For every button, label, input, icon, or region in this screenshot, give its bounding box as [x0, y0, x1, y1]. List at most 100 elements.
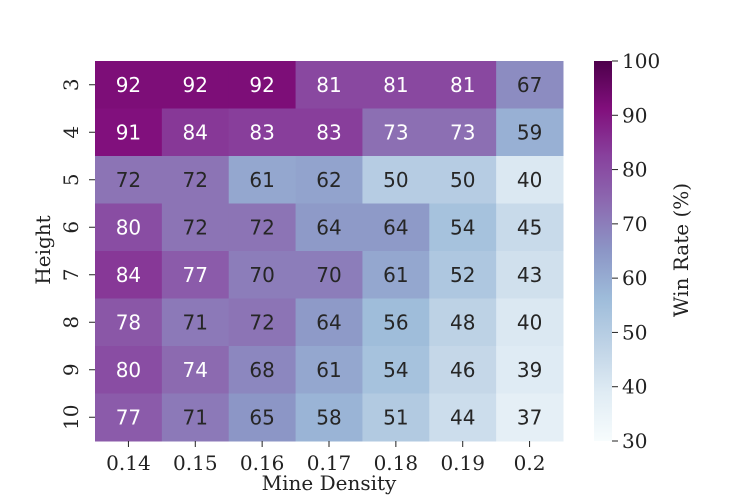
heatmap-cell [228, 108, 297, 157]
colorbar-tick-label: 90 [622, 103, 647, 127]
heatmap-cell [95, 346, 163, 394]
cell-value-label: 61 [249, 168, 274, 192]
heatmap-cell [228, 251, 297, 299]
heatmap-cell [95, 298, 163, 347]
cell-value-label: 61 [383, 263, 408, 287]
heatmap-cell [295, 61, 363, 109]
heatmap-cell [429, 156, 497, 204]
colorbar-tick-label: 80 [622, 158, 647, 182]
heatmap-cell [295, 298, 363, 347]
heatmap-cell [161, 156, 230, 204]
x-tick-label: 0.18 [374, 451, 419, 475]
heatmap-cell [496, 203, 564, 252]
heatmap-cell [228, 346, 297, 394]
heatmap-cell [228, 393, 297, 442]
cell-value-label: 59 [517, 120, 542, 144]
heatmap-cell [295, 251, 363, 299]
cell-value-label: 61 [316, 358, 341, 382]
heatmap-cell [429, 108, 497, 157]
heatmap-cell [95, 61, 163, 109]
cell-value-label: 48 [450, 310, 475, 334]
heatmap-cell [496, 61, 564, 109]
y-tick-label: 10 [59, 405, 83, 430]
heatmap-cell [429, 61, 497, 109]
y-tick-label: 7 [59, 268, 83, 281]
x-tick-label: 0.2 [514, 451, 546, 475]
cell-value-label: 71 [183, 405, 208, 429]
cell-value-label: 80 [116, 215, 141, 239]
cell-value-label: 46 [450, 358, 475, 382]
heatmap-cell [429, 251, 497, 299]
cell-value-label: 65 [249, 405, 274, 429]
cell-value-label: 64 [316, 310, 341, 334]
heatmap-cell [228, 298, 297, 347]
heatmap-cell [362, 251, 430, 299]
cell-value-label: 84 [116, 263, 141, 287]
colorbar-tick-label: 40 [622, 375, 647, 399]
x-axis-label: Mine Density [262, 471, 397, 495]
y-tick-label: 3 [59, 78, 83, 91]
cell-value-label: 70 [316, 263, 341, 287]
heatmap-cell [95, 251, 163, 299]
heatmap-cell [228, 61, 297, 109]
cell-value-label: 37 [517, 405, 542, 429]
cell-value-label: 54 [450, 215, 475, 239]
heatmap-cell [161, 298, 230, 347]
cell-value-label: 91 [116, 120, 141, 144]
cell-value-label: 56 [383, 310, 408, 334]
heatmap-cell [295, 156, 363, 204]
heatmap-cell [496, 346, 564, 394]
cell-value-label: 50 [383, 168, 408, 192]
cell-value-label: 64 [316, 215, 341, 239]
heatmap-cell [295, 393, 363, 442]
y-axis-label: Height [31, 215, 55, 284]
cell-value-label: 81 [316, 73, 341, 97]
cell-value-label: 83 [249, 120, 274, 144]
heatmap-cell [161, 203, 230, 252]
x-tick-label: 0.14 [106, 451, 151, 475]
heatmap-cell [362, 298, 430, 347]
heatmap-cell [496, 108, 564, 157]
heatmap-cell [429, 346, 497, 394]
cell-value-label: 72 [249, 310, 274, 334]
heatmap-cell [429, 203, 497, 252]
heatmap-cell [429, 298, 497, 347]
colorbar: 30 40 50 60 70 80 90 100 Win Rate (%) [594, 49, 693, 453]
cell-value-label: 54 [383, 358, 408, 382]
cell-value-label: 51 [383, 405, 408, 429]
cell-value-label: 81 [383, 73, 408, 97]
heatmap-cell [362, 61, 430, 109]
cell-value-label: 73 [383, 120, 408, 144]
colorbar-ticks: 30 40 50 60 70 80 90 100 [612, 49, 660, 453]
heatmap-cell [228, 156, 297, 204]
cell-value-label: 52 [450, 263, 475, 287]
cell-value-label: 67 [517, 73, 542, 97]
heatmap-cell [362, 156, 430, 204]
cell-value-label: 74 [183, 358, 208, 382]
heatmap-cell [496, 251, 564, 299]
heatmap-cell [161, 251, 230, 299]
y-tick-label: 8 [59, 316, 83, 329]
y-tick-label: 4 [59, 126, 83, 139]
heatmap-cell [496, 298, 564, 347]
x-tick-label: 0.16 [240, 451, 285, 475]
heatmap-cell [161, 108, 230, 157]
colorbar-gradient [594, 61, 612, 441]
cell-value-label: 72 [116, 168, 141, 192]
colorbar-tick-label: 100 [622, 49, 660, 73]
cell-value-label: 43 [517, 263, 542, 287]
cell-value-label: 40 [517, 168, 542, 192]
y-tick-label: 9 [59, 363, 83, 376]
cell-value-label: 77 [183, 263, 208, 287]
x-axis: 0.14 0.15 0.16 0.17 0.18 0.19 0.2 [106, 441, 545, 475]
cell-value-label: 92 [183, 73, 208, 97]
heatmap-cell [496, 156, 564, 204]
cell-value-label: 62 [316, 168, 341, 192]
cell-value-label: 84 [183, 120, 208, 144]
cell-value-label: 39 [517, 358, 542, 382]
cell-value-label: 83 [316, 120, 341, 144]
y-tick-label: 6 [59, 221, 83, 234]
heatmap-cell [362, 346, 430, 394]
colorbar-tick-label: 50 [622, 320, 647, 344]
x-tick-label: 0.15 [173, 451, 218, 475]
